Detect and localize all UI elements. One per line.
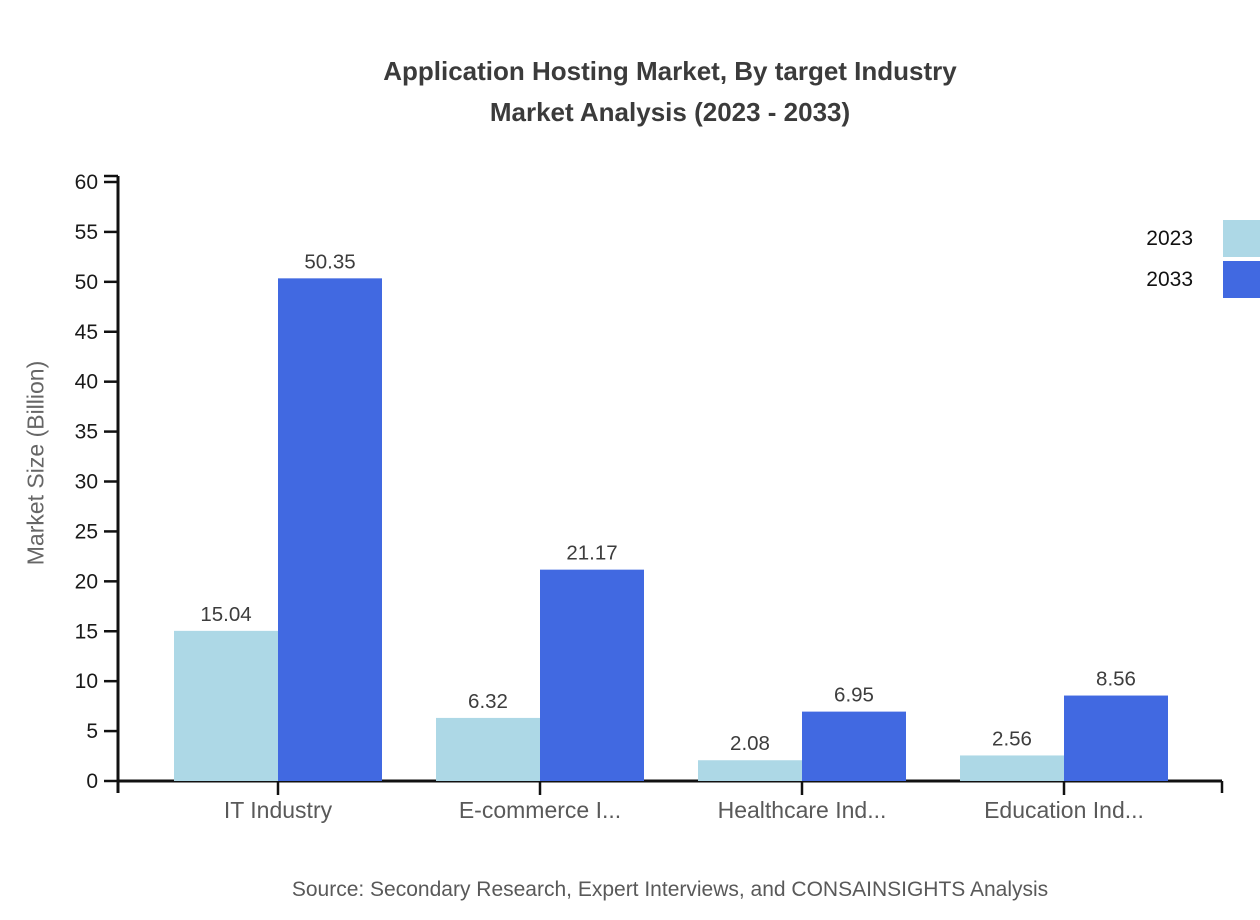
y-tick-label: 35 bbox=[75, 421, 98, 444]
source-attribution: Source: Secondary Research, Expert Inter… bbox=[291, 878, 1049, 901]
bar-2023-education-ind bbox=[960, 755, 1064, 781]
bar-value-label-2033-it-industry: 50.35 bbox=[304, 250, 355, 273]
bar-2033-education-ind bbox=[1064, 695, 1168, 781]
legend-label-2023: 2023 bbox=[1146, 226, 1193, 250]
chart-title: Application Hosting Market, By target In… bbox=[118, 51, 1222, 133]
bar-value-label-2033-healthcare-ind: 6.95 bbox=[834, 684, 874, 707]
bar-2033-healthcare-ind bbox=[802, 711, 906, 781]
x-category-label: Healthcare Ind... bbox=[718, 797, 887, 823]
y-tick-label: 0 bbox=[86, 770, 98, 793]
legend-item-2033: 2033 bbox=[1100, 261, 1260, 298]
chart-title-line1: Application Hosting Market, By target In… bbox=[383, 56, 957, 86]
bar-2033-it-industry bbox=[278, 278, 382, 781]
legend-label-2033: 2033 bbox=[1146, 267, 1193, 291]
bar-value-label-2023-e-commerce-i: 6.32 bbox=[468, 690, 508, 713]
y-tick-label: 60 bbox=[75, 171, 98, 194]
y-tick-label: 45 bbox=[75, 321, 98, 344]
chart-title-line2: Market Analysis (2023 - 2033) bbox=[489, 97, 851, 127]
y-tick-label: 20 bbox=[75, 570, 98, 593]
legend-item-2023: 2023 bbox=[1100, 220, 1260, 257]
y-tick-label: 25 bbox=[75, 520, 98, 543]
x-category-label: IT Industry bbox=[224, 797, 333, 823]
y-tick-label: 50 bbox=[75, 271, 98, 294]
legend-swatch-2023 bbox=[1223, 220, 1260, 257]
bar-value-label-2033-education-ind: 8.56 bbox=[1096, 668, 1136, 691]
y-tick-label: 30 bbox=[75, 471, 98, 494]
y-tick-label: 10 bbox=[75, 670, 98, 693]
y-tick-label: 55 bbox=[75, 221, 98, 244]
bar-2033-e-commerce-i bbox=[540, 569, 644, 781]
bar-2023-healthcare-ind bbox=[698, 760, 802, 781]
x-category-label: Education Ind... bbox=[984, 797, 1144, 823]
y-tick-label: 40 bbox=[75, 371, 98, 394]
legend-swatch-2033 bbox=[1223, 261, 1260, 298]
x-category-label: E-commerce I... bbox=[459, 797, 621, 823]
bar-value-label-2023-it-industry: 15.04 bbox=[200, 603, 251, 626]
y-tick-label: 5 bbox=[86, 720, 98, 743]
bar-2023-e-commerce-i bbox=[436, 717, 540, 781]
chart-legend: 2023 2033 bbox=[1100, 220, 1260, 302]
bar-value-label-2023-education-ind: 2.56 bbox=[992, 727, 1032, 750]
bar-value-label-2023-healthcare-ind: 2.08 bbox=[730, 732, 770, 755]
bar-2023-it-industry bbox=[174, 630, 278, 781]
bar-value-label-2033-e-commerce-i: 21.17 bbox=[566, 542, 617, 565]
y-tick-label: 15 bbox=[75, 620, 98, 643]
